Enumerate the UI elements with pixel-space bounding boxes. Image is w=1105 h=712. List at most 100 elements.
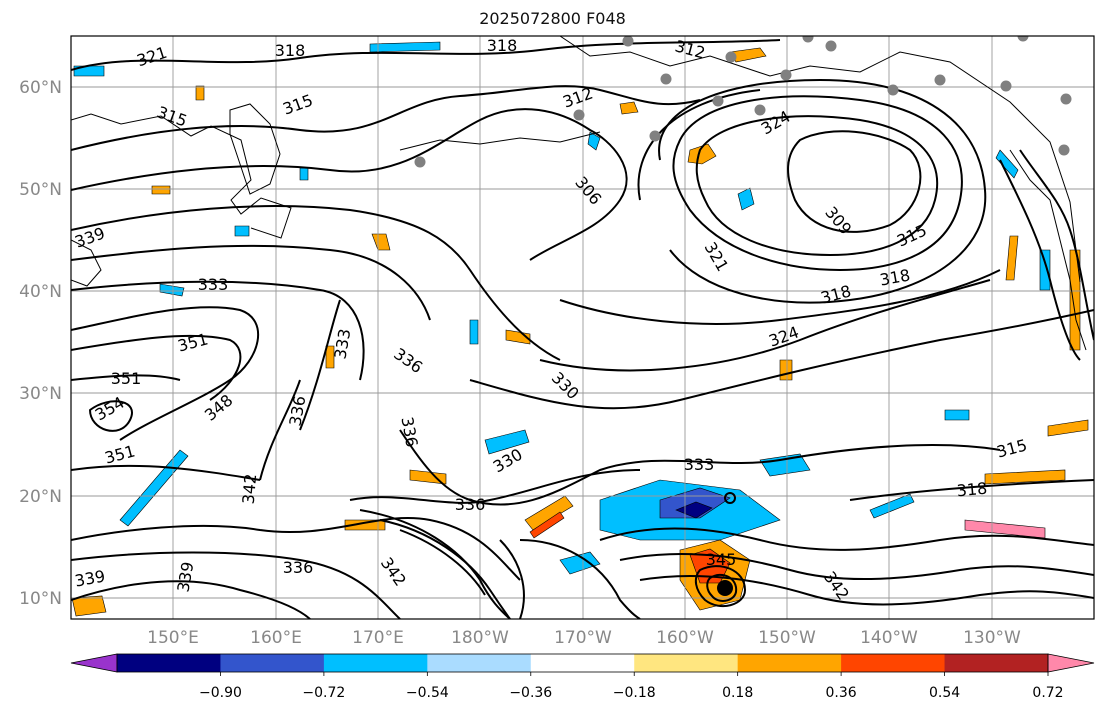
- shade-patch: [964, 519, 1046, 539]
- shade-patch: [325, 345, 335, 369]
- coastline-alaska: [559, 36, 1081, 283]
- contour-label: 336: [455, 495, 486, 514]
- coastline-japan: [71, 239, 102, 287]
- contour-label: 342: [239, 473, 261, 505]
- contour-line: [559, 269, 1001, 325]
- latitude-label: 50°N: [19, 180, 62, 200]
- contour-line: [299, 299, 341, 431]
- contour-line: [71, 85, 701, 151]
- colorbar-segment: [117, 654, 221, 672]
- shade-patch: [779, 359, 793, 381]
- shade-patch: [159, 283, 185, 297]
- shade-patch: [1039, 249, 1051, 291]
- shade-patch: [529, 511, 565, 539]
- contour-line: [637, 89, 761, 201]
- station-dot: [712, 95, 724, 107]
- station-dot: [802, 36, 814, 43]
- contour-line: [399, 429, 1001, 506]
- map-frame: [70, 35, 1095, 620]
- longitude-label: 130°W: [963, 628, 1021, 648]
- contour-line: [499, 539, 525, 619]
- shade-patch: [619, 101, 639, 115]
- contour-line: [71, 39, 781, 71]
- station-dot: [887, 84, 899, 96]
- colorbar-extend-low: [70, 653, 118, 673]
- shade-patch: [675, 501, 713, 519]
- contour-line: [672, 95, 963, 271]
- colorbar-segment: [944, 654, 1049, 672]
- shade-patch: [1047, 419, 1089, 437]
- contour-line: [71, 516, 521, 581]
- latitude-label: 60°N: [19, 78, 62, 98]
- longitude-label: 140°W: [860, 628, 918, 648]
- colorbar-tick-label: 0.36: [826, 685, 857, 701]
- contour-label: 318: [956, 479, 988, 501]
- contour-line: [619, 553, 1094, 581]
- shade-patch: [944, 409, 970, 421]
- contour-label: 351: [111, 369, 142, 388]
- station-dot: [414, 156, 426, 168]
- latitude-labels: 10°N 20°N 30°N 40°N 50°N 60°N: [19, 78, 62, 609]
- shade-patch: [299, 167, 309, 181]
- colorbar-tick-label: 0.72: [1032, 685, 1063, 701]
- contour-label: 333: [198, 275, 229, 294]
- coastline-north-america: [1009, 149, 1087, 351]
- longitude-label: 150°W: [758, 628, 816, 648]
- shade-patch: [737, 187, 755, 211]
- shade-patch: [484, 429, 530, 455]
- latitude-label: 20°N: [19, 487, 62, 507]
- contour-line: [71, 580, 311, 619]
- contour-label: 318: [275, 41, 306, 60]
- shade-patch: [995, 149, 1019, 179]
- station-dot: [573, 109, 585, 121]
- contour-line: [71, 374, 181, 381]
- contour-line: [658, 79, 987, 304]
- contour-line: [71, 244, 431, 321]
- contour-label: 336: [283, 558, 314, 577]
- shade-patch: [559, 551, 601, 575]
- coastline-kamchatka: [229, 103, 281, 195]
- longitude-label: 160°E: [250, 628, 302, 648]
- longitude-label: 150°E: [147, 628, 199, 648]
- contour-line: [1019, 149, 1094, 341]
- colorbar-segment: [841, 654, 946, 672]
- station-dot: [754, 104, 766, 116]
- colorbar-segment: [530, 654, 635, 672]
- contour-label: 333: [684, 455, 715, 474]
- shade-patch: [119, 449, 189, 527]
- contour-line: [999, 159, 1081, 361]
- station-dot: [1000, 80, 1012, 92]
- colorbar-tick-label: 0.54: [929, 685, 960, 701]
- longitude-label: 170°E: [352, 628, 404, 648]
- shade-patch: [234, 225, 250, 237]
- contour-line: [71, 205, 561, 361]
- station-dot: [1058, 144, 1070, 156]
- shade-patch: [369, 41, 441, 53]
- colorbar-outline: [116, 653, 1049, 673]
- contour-label: 345: [706, 550, 737, 569]
- map-title: 2025072800 F048: [479, 9, 626, 28]
- colorbar-segment: [427, 654, 532, 672]
- colorbar-segment: [737, 654, 842, 672]
- station-dot: [660, 73, 672, 85]
- longitude-labels: 150°E 160°E 170°E 180°W 170°W 160°W 150°W 140°W…: [147, 628, 1021, 648]
- cyclone-center-marker: [717, 580, 733, 596]
- contour-line: [89, 400, 133, 432]
- isentrope-contours: [71, 39, 1094, 619]
- longitude-label: 160°W: [656, 628, 714, 648]
- shade-patch: [195, 85, 205, 101]
- coastline-aleutians: [399, 131, 601, 151]
- colorbar: [70, 653, 1095, 673]
- contour-line: [349, 469, 641, 504]
- colorbar-tick-label: −0.90: [199, 685, 242, 701]
- latitude-label: 40°N: [19, 282, 62, 302]
- contour-line: [71, 280, 365, 381]
- colorbar-segment: [220, 654, 325, 672]
- contour-line: [399, 529, 486, 596]
- shade-patch: [524, 495, 574, 531]
- contour-line: [71, 108, 628, 261]
- contour-line: [71, 334, 242, 401]
- shade-patch: [73, 65, 105, 77]
- contour-line: [259, 379, 301, 481]
